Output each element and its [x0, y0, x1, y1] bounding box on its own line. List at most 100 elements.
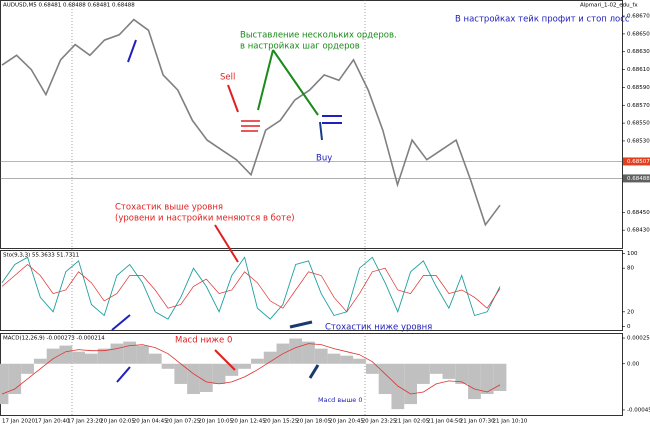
arrow [214, 349, 236, 371]
panel-title: Sto(9,3,3) 55.3633 51.7311 [3, 253, 79, 259]
macd-bar [46, 348, 60, 364]
macd-bar [148, 353, 162, 364]
annotation: Macd выше 0 [318, 396, 362, 404]
macd-bar [85, 353, 98, 364]
macd-bar [302, 341, 315, 364]
arrow [289, 320, 313, 329]
macd-bar [442, 363, 456, 379]
y-tick-label: 0.68550 [627, 121, 650, 127]
buy-orders [322, 115, 342, 124]
y-tick-label: 0.68590 [627, 85, 650, 91]
macd-bar [251, 358, 264, 364]
price-label: 0.68488 [627, 176, 650, 182]
price-label-bg [623, 157, 650, 166]
annotation: в настройках шаг ордеров [240, 42, 360, 52]
stoch-panel [0, 250, 623, 331]
sell-orders [241, 120, 260, 132]
y-tick-label: 20 [627, 309, 634, 315]
y-tick-label: 0.68430 [627, 228, 650, 234]
macd-bar [8, 363, 22, 395]
x-tick-label: 21 Jan 10:10 [493, 419, 528, 425]
macd-bar [353, 358, 366, 364]
plots: 0.68507 0.68488 [0, 15, 650, 411]
macd-bar [161, 363, 175, 369]
macd-bar [97, 348, 111, 364]
x-tick-label: 17 Jan 2020 [2, 419, 35, 425]
macd-bar [199, 363, 213, 393]
macd-bar [59, 345, 73, 364]
x-tick-label: 20 Jan 02:05 [100, 419, 135, 425]
price-line [1, 18, 501, 227]
stoch-signal [1, 264, 501, 313]
macd-bar [136, 345, 149, 364]
macd-bar [212, 363, 226, 384]
x-tick-label: 21 Jan 07:30 [460, 419, 495, 425]
x-tick-label: 20 Jan 07:25 [166, 419, 201, 425]
arrow [257, 49, 319, 116]
y-tick-label: 0.68530 [627, 138, 650, 144]
macd-bar [174, 363, 188, 384]
y-tick-label: 0.68630 [627, 49, 650, 55]
annotation: Buy [316, 154, 332, 164]
macd-bar [0, 363, 9, 405]
arrow [127, 39, 137, 63]
y-tick-label: 0.68650 [627, 31, 650, 37]
macd-bar [480, 363, 494, 395]
macd-bar [123, 341, 137, 364]
x-tick-label: 20 Jan 12:45 [231, 419, 266, 425]
price-label-bg [623, 174, 650, 183]
x-tick-label: 20 Jan 23:25 [362, 419, 397, 425]
x-tick-label: 21 Jan 04:50 [427, 419, 462, 425]
macd-bar [404, 363, 417, 405]
macd-signal [1, 343, 501, 395]
y-tick-label: 0.68670 [627, 14, 650, 20]
macd-bar [314, 348, 328, 364]
x-tick-label: 20 Jan 18:05 [296, 419, 331, 425]
arrow [214, 224, 239, 263]
annotation: В настройках тейк профит и стоп лосс [455, 15, 630, 25]
x-tick-label: 20 Jan 04:45 [133, 419, 168, 425]
y-tick-label: 100 [627, 251, 638, 257]
macd-bar [327, 353, 341, 364]
annotation: (уровени и настройки меняются в боте) [115, 214, 295, 224]
macd-bar [378, 363, 392, 395]
macd-bar [429, 363, 443, 374]
symbol-info: AUDUSD,M5 0.68481 0.68488 0.68481 0.6848… [3, 3, 135, 9]
annotation: Стохастик выше уровня [115, 203, 223, 213]
arrow [319, 121, 323, 141]
x-tick-label: 17 Jan 23:20 [67, 419, 102, 425]
arrow [227, 84, 239, 113]
main-panel [0, 0, 623, 249]
arrow [116, 366, 131, 383]
robot-label: Alpmari_1-02_edu_fx [580, 3, 638, 9]
y-tick-label: -0.000458 [627, 407, 650, 413]
annotation: Macd ниже 0 [175, 336, 232, 346]
y-tick-label: 0 [627, 324, 631, 330]
macd-bar [340, 355, 354, 364]
y-tick-label: 0.68610 [627, 67, 650, 73]
price-label: 0.68507 [627, 159, 650, 165]
y-tick-label: 0.000255 [627, 336, 650, 342]
annotation: Стохастик ниже уровня [325, 323, 432, 333]
macd-bar [468, 363, 481, 400]
y-tick-label: 0.68570 [627, 103, 650, 109]
stoch-main [1, 256, 501, 320]
macd-bar [72, 351, 85, 364]
annotation: Sell [220, 73, 235, 83]
arrows [111, 39, 342, 383]
macd-bar [238, 363, 251, 369]
annotation: Выставление нескольких ордеров. [240, 31, 397, 41]
x-tick-label: 21 Jan 02:05 [394, 419, 429, 425]
macd-bar [33, 358, 47, 364]
macd-bar [365, 363, 379, 374]
x-tick-label: 20 Jan 20:45 [329, 419, 364, 425]
macd-bar [289, 338, 303, 364]
y-tick-label: 0.00 [627, 361, 640, 367]
macd-bar [225, 363, 239, 376]
y-tick-label: 80 [627, 266, 634, 272]
x-tick-label: 17 Jan 20:40 [35, 419, 70, 425]
macd-bar [493, 363, 507, 391]
macd-bar [263, 351, 277, 364]
y-tick-label: 0.68450 [627, 210, 650, 216]
